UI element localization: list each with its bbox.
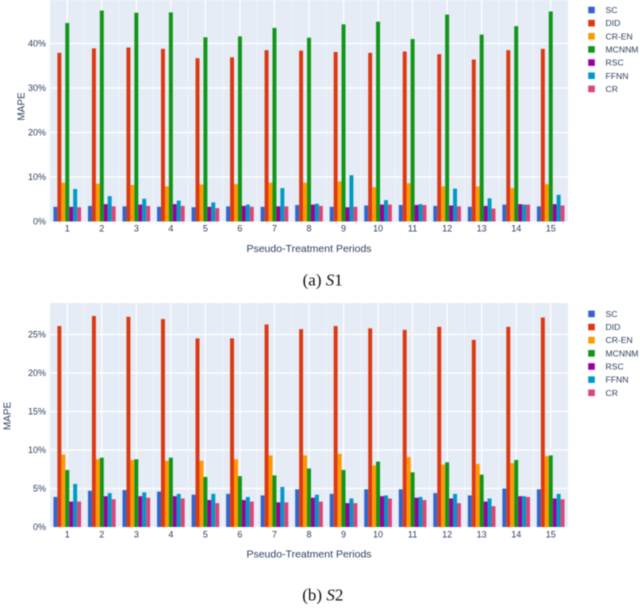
svg-text:11: 11 xyxy=(408,530,417,540)
svg-text:Pseudo-Treatment Periods: Pseudo-Treatment Periods xyxy=(246,243,371,255)
svg-text:CR: CR xyxy=(606,388,618,398)
svg-text:MCNNM: MCNNM xyxy=(606,44,639,54)
svg-text:20%: 20% xyxy=(28,128,46,138)
svg-text:13: 13 xyxy=(477,224,487,234)
svg-text:9: 9 xyxy=(341,530,346,540)
svg-text:10: 10 xyxy=(373,224,383,234)
svg-text:1: 1 xyxy=(65,224,70,234)
svg-text:7: 7 xyxy=(272,224,277,234)
svg-text:6: 6 xyxy=(237,530,242,540)
svg-text:SC: SC xyxy=(606,5,618,15)
svg-text:RSC: RSC xyxy=(606,58,624,68)
svg-text:12: 12 xyxy=(442,530,452,540)
svg-text:(b) S2: (b) S2 xyxy=(302,585,343,604)
svg-text:DID: DID xyxy=(606,18,621,28)
svg-text:0%: 0% xyxy=(33,522,46,532)
svg-text:15: 15 xyxy=(546,530,556,540)
svg-text:0%: 0% xyxy=(33,217,46,227)
svg-text:(a) S1: (a) S1 xyxy=(303,271,343,290)
svg-text:MAPE: MAPE xyxy=(2,402,13,431)
svg-text:4: 4 xyxy=(168,530,173,540)
svg-text:MCNNM: MCNNM xyxy=(606,348,639,358)
svg-text:FFNN: FFNN xyxy=(606,71,629,81)
svg-text:6: 6 xyxy=(237,224,242,234)
svg-text:14: 14 xyxy=(511,224,521,234)
svg-text:8: 8 xyxy=(306,224,311,234)
svg-text:2: 2 xyxy=(99,530,104,540)
svg-text:15: 15 xyxy=(546,224,556,234)
svg-text:12: 12 xyxy=(442,224,452,234)
svg-text:Pseudo-Treatment Periods: Pseudo-Treatment Periods xyxy=(246,549,371,561)
svg-text:SC: SC xyxy=(606,309,618,319)
svg-text:5%: 5% xyxy=(33,484,46,494)
svg-text:7: 7 xyxy=(272,530,277,540)
svg-text:3: 3 xyxy=(134,530,139,540)
svg-text:4: 4 xyxy=(168,224,173,234)
svg-text:20%: 20% xyxy=(28,368,46,378)
svg-text:3: 3 xyxy=(134,224,139,234)
svg-text:8: 8 xyxy=(306,530,311,540)
svg-text:5: 5 xyxy=(203,530,208,540)
svg-text:CR: CR xyxy=(606,84,618,94)
svg-text:25%: 25% xyxy=(28,330,46,340)
svg-text:CR-EN: CR-EN xyxy=(606,31,633,41)
svg-text:14: 14 xyxy=(511,530,521,540)
svg-text:10%: 10% xyxy=(28,445,46,455)
svg-text:13: 13 xyxy=(477,530,487,540)
svg-text:30%: 30% xyxy=(28,83,46,93)
svg-text:MAPE: MAPE xyxy=(17,92,28,121)
svg-text:10: 10 xyxy=(373,530,383,540)
svg-text:2: 2 xyxy=(99,224,104,234)
svg-text:1: 1 xyxy=(65,530,70,540)
svg-text:9: 9 xyxy=(341,224,346,234)
svg-text:10%: 10% xyxy=(28,172,46,182)
svg-text:CR-EN: CR-EN xyxy=(606,335,633,345)
svg-text:11: 11 xyxy=(408,224,417,234)
svg-text:15%: 15% xyxy=(28,407,46,417)
svg-text:40%: 40% xyxy=(28,39,46,49)
svg-text:5: 5 xyxy=(203,224,208,234)
svg-text:RSC: RSC xyxy=(606,362,624,372)
svg-text:FFNN: FFNN xyxy=(606,375,629,385)
svg-text:DID: DID xyxy=(606,322,621,332)
